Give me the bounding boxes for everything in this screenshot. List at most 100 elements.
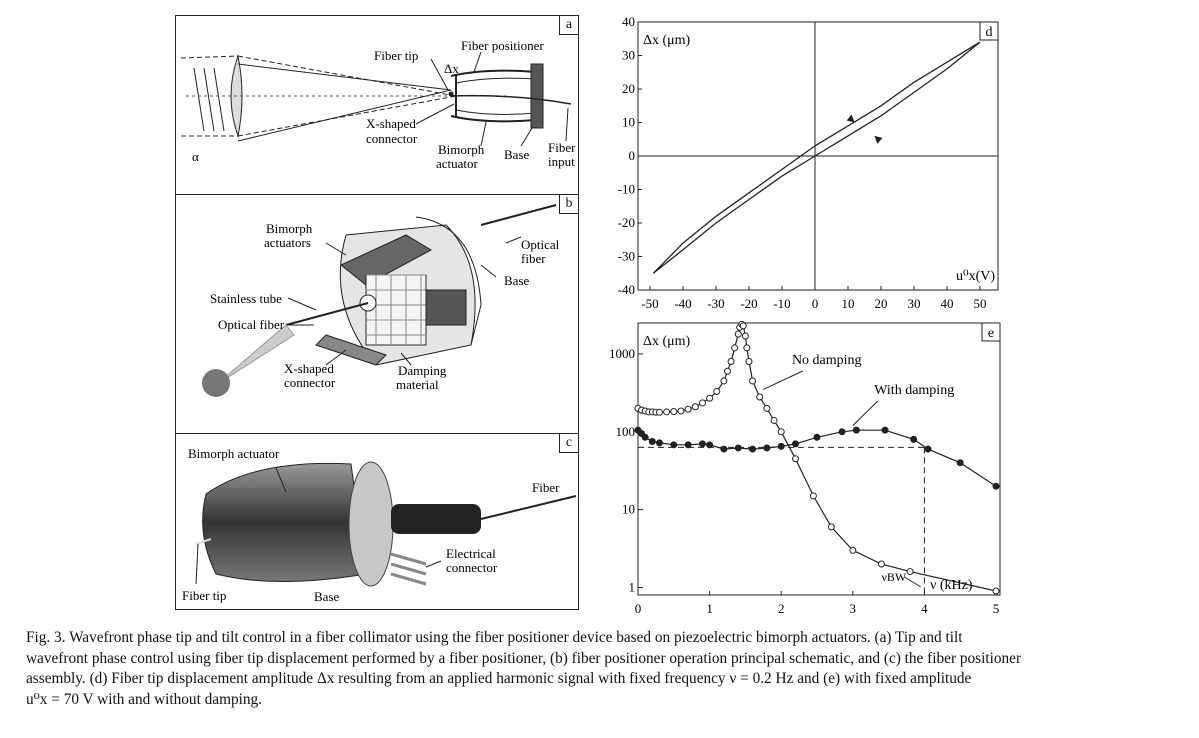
point-no-damping [749,377,757,385]
annotation-with-damping: With damping [874,383,954,398]
label-bimorph-1: Bimorph [438,142,485,157]
base-outline [415,216,482,346]
y-tick-label: 100 [616,424,636,439]
label-optical-fiber-left: Optical fiber [218,317,285,332]
label-x-shaped-1: X-shaped [284,361,334,376]
panel-c-photo: Bimorph actuator Fiber Electrical connec… [182,446,577,604]
point-with-damping [838,428,846,436]
leader-line [325,242,347,256]
leader-line [415,103,455,125]
connector-pin [390,552,427,566]
label-bimorph-2: actuator [436,156,479,171]
y-axis-label: Δx (μm) [643,334,691,349]
point-no-damping [756,393,764,401]
point-with-damping [684,441,692,449]
chart-e: 0 1 2 3 4 5 1000 100 10 1 Δx (μm) ν (kHz) No damping… [609,320,1001,616]
point-no-damping [734,330,742,338]
x-tick-label: 0 [812,296,819,311]
label-base: Base [504,273,530,288]
light-cone [215,324,295,386]
y-tick-label: 30 [622,48,635,63]
annotation-no-damping-leader [763,370,803,390]
beam-line [237,89,452,142]
y-tick-label: 10 [622,502,635,517]
point-no-damping [677,407,685,415]
panel-b-diagram: Bimorph actuators Optical fiber Base Sta… [202,204,560,397]
panel-d-label-box [979,21,999,41]
point-no-damping [877,560,885,568]
point-with-damping [992,482,1000,490]
point-with-damping [852,426,860,434]
beam-line [237,55,457,97]
x-tick-label: 10 [842,296,855,311]
annotation-no-damping: No damping [792,353,862,368]
caption-line-4: u⁰x = 70 V with and without damping. [26,690,262,708]
x-tick-label: -30 [707,296,724,311]
panel-e-label-box [981,322,1001,342]
fiber-tip-dot [448,91,454,97]
chart-d: -50 -40 -30 -20 -10 0 10 20 30 40 50 40 30 20 10 0 -10 -2… [618,14,999,311]
point-no-damping [906,568,914,576]
label-delta-x: Δx [444,61,459,76]
x-tick-label: 1 [706,601,713,616]
bimorph-actuator-shape [455,77,537,115]
x-tick-label: 50 [974,296,987,311]
point-no-damping [724,367,731,375]
connector-pin [390,562,427,576]
point-no-damping [670,408,678,416]
label-stainless-tube: Stainless tube [210,291,282,306]
point-with-damping [763,444,771,452]
arrow-down-branch [874,135,883,144]
label-fiber-tip: Fiber tip [374,48,418,63]
caption-line-2: wavefront phase control using fiber tip … [26,649,1022,667]
label-base: Base [314,589,340,604]
point-with-damping [777,442,785,450]
point-no-damping [684,405,692,413]
plot-frame [637,322,1001,596]
y-tick-label: -30 [618,249,635,264]
point-no-damping [706,394,714,402]
x-tick-label: 4 [921,601,928,616]
label-electrical-2: connector [446,560,498,575]
point-no-damping [792,455,800,463]
wavefront-line [193,67,205,132]
hysteresis-branch-2 [652,41,981,274]
mesh-lines [366,274,426,345]
leader-line [400,352,412,366]
x-tick-label: -40 [674,296,691,311]
fiber-tip-line [195,538,212,545]
point-no-damping [849,546,857,554]
point-no-damping [741,332,749,340]
leader-line [275,467,287,493]
fiber-line [450,94,572,105]
point-no-damping [655,408,663,416]
panel-a: a Fiber tip Fiber positioner Δx X-shaped [175,15,579,195]
label-optical-fiber-right-1: Optical [521,237,560,252]
bimorph-actuator-shape [450,69,537,123]
point-no-damping [992,587,1000,595]
point-no-damping [763,404,771,412]
x-tick-label: -50 [641,296,658,311]
point-with-damping [734,444,742,452]
point-no-damping [777,428,785,436]
panel-c: c Bimorph actuator Fiber Electrical conn… [175,433,579,610]
point-no-damping [691,403,699,411]
point-with-damping [698,440,706,448]
y-axis-label: Δx (μm) [643,33,691,48]
label-fiber-tip: Fiber tip [182,588,226,603]
point-with-damping [720,445,728,453]
point-with-damping [813,433,821,441]
point-with-damping [792,440,800,448]
fiber-cable [480,495,577,520]
label-fiber-positioner: Fiber positioner [461,38,544,53]
label-bimorph-actuators-2: actuators [264,235,311,250]
label-alpha: α [192,149,199,164]
label-electrical-1: Electrical [446,546,496,561]
point-no-damping [713,387,721,395]
leader-line [195,543,199,585]
leader-line [480,264,497,278]
y-tick-label: -10 [618,182,635,197]
y-tick-label: 20 [622,81,635,96]
panel-c-label: c [559,434,578,453]
x-tick-label: -10 [773,296,790,311]
